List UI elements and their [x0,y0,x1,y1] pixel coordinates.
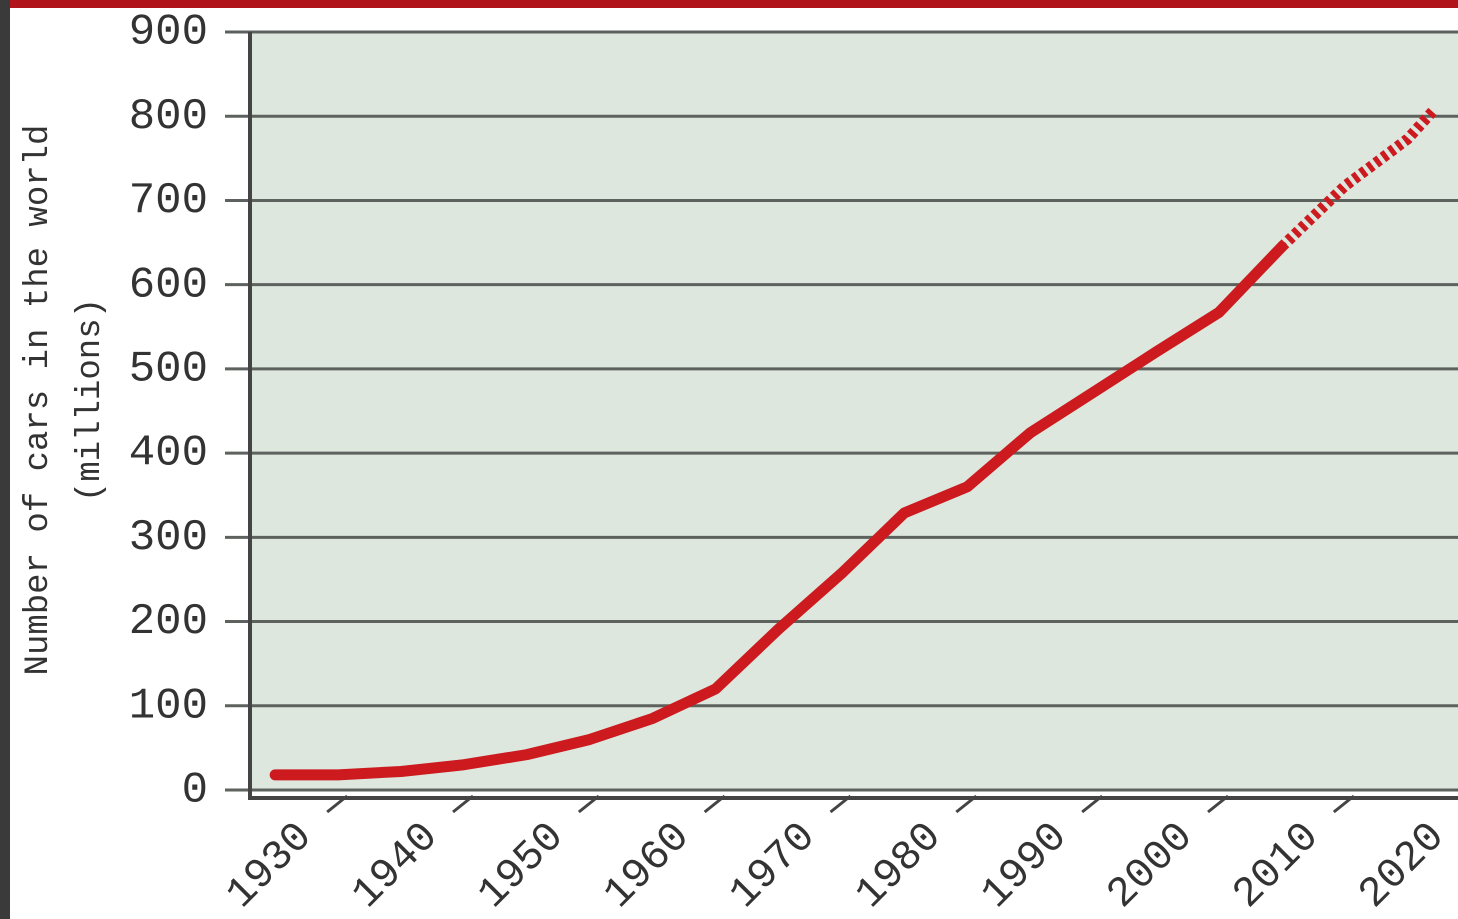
x-tick [1207,794,1229,814]
x-tick-label: 2000 [1098,813,1203,918]
plot-area [250,32,1458,790]
y-tick-label: 0 [182,766,208,816]
x-tick-label: 1990 [972,813,1077,918]
y-tick-label: 500 [129,345,208,395]
x-tick-label: 1930 [217,813,322,918]
y-axis-label: Number of cars in the world [20,125,58,676]
x-tick-label: 1980 [846,813,951,918]
y-tick-label: 100 [129,681,208,731]
x-tick [577,794,600,814]
x-tick-label: 1960 [594,813,699,918]
x-tick [1081,794,1104,814]
y-tick-label: 900 [129,8,208,58]
left-border [0,0,10,919]
x-tick-label: 2020 [1349,813,1454,918]
y-tick-label: 800 [129,92,208,142]
y-tick-label: 700 [129,176,208,226]
y-tick-label: 400 [129,429,208,479]
data-line [1278,107,1437,251]
data-line [269,241,1288,781]
x-tick [955,794,978,814]
x-tick-label: 2010 [1224,813,1329,918]
x-tick [326,794,349,814]
x-tick [703,794,726,814]
x-tick [1332,794,1355,814]
y-tick-label: 600 [129,260,208,310]
x-tick [452,794,474,814]
x-tick-label: 1950 [469,813,574,918]
y-axis-label: (millions) [72,298,110,502]
y-tick-label: 200 [129,597,208,647]
top-border [0,0,1458,8]
x-tick-label: 1940 [343,813,448,918]
x-tick-label: 1970 [720,813,825,918]
x-tick [829,794,852,814]
y-tick-label: 300 [129,513,208,563]
